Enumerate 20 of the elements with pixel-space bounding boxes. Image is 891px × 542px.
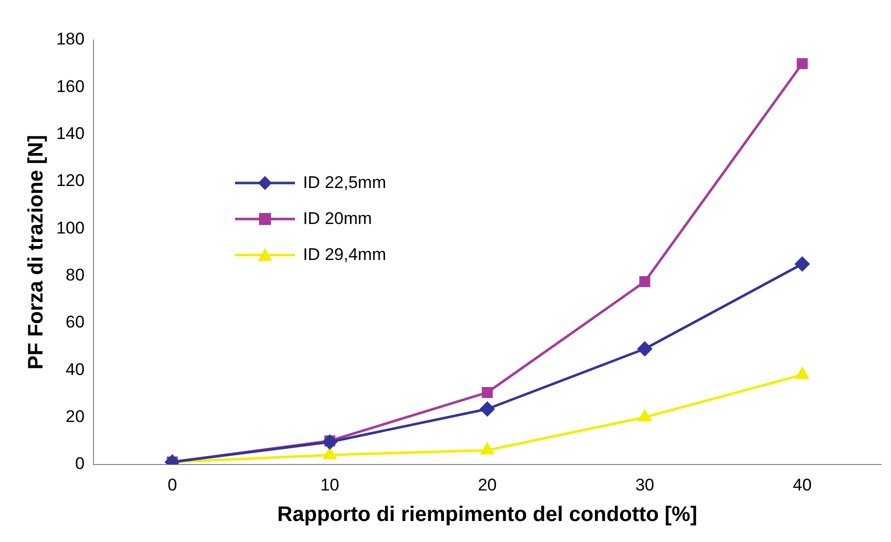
y-tick-label: 120 <box>56 171 85 190</box>
x-tick-label: 20 <box>478 475 497 494</box>
y-axis-title: PF Forza di trazione [N] <box>24 134 48 370</box>
y-tick-label: 100 <box>56 218 85 238</box>
y-tick-label: 160 <box>56 76 85 96</box>
x-tick-label: 0 <box>168 475 178 494</box>
y-tick-label: 20 <box>66 406 85 426</box>
y-tick-label: 40 <box>66 360 85 379</box>
y-tick-label: 140 <box>56 124 85 143</box>
y-tick-label: 0 <box>75 454 85 474</box>
legend-label: ID 29,4mm <box>303 245 386 265</box>
x-axis-title: Rapporto di riempimento del condotto [%] <box>277 503 698 526</box>
x-tick-label: 10 <box>320 475 340 494</box>
x-tick-label: 40 <box>792 475 812 494</box>
legend-label: ID 22,5mm <box>303 173 386 193</box>
legend-label: ID 20mm <box>303 209 372 229</box>
y-tick-label: 180 <box>56 30 85 49</box>
y-tick-label: 60 <box>66 312 85 332</box>
x-tick-label: 30 <box>635 475 654 494</box>
y-tick-label: 80 <box>66 265 85 284</box>
